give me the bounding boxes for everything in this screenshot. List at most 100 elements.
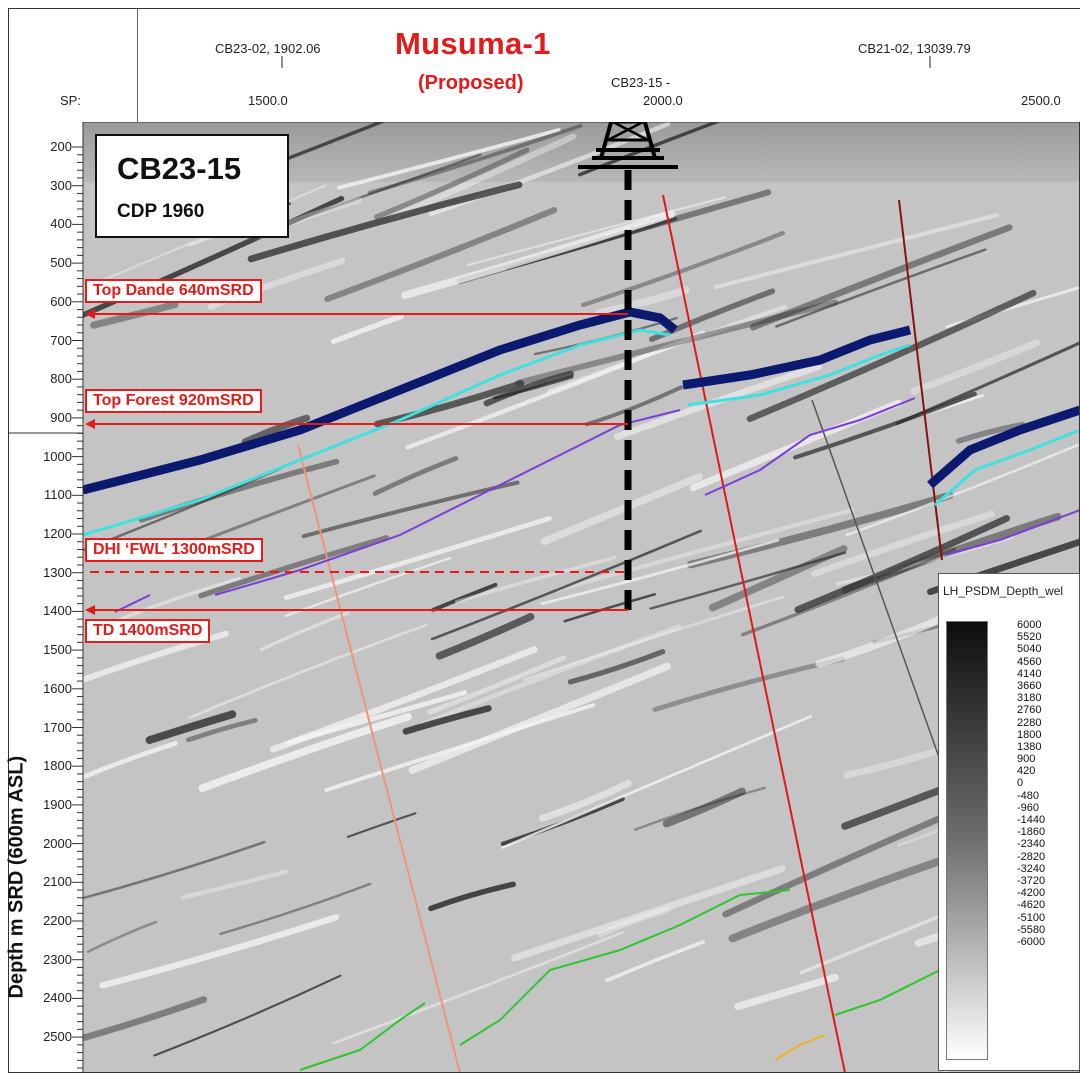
legend-value: 3180 <box>1017 692 1042 705</box>
seismic-reflector <box>374 380 525 428</box>
legend-value: -2820 <box>1017 850 1046 863</box>
header-divider <box>137 9 138 122</box>
legend-value: 0 <box>1017 777 1024 790</box>
depth-tick-marks <box>72 146 83 1069</box>
depth-tick-label: 2300 <box>43 951 72 967</box>
seismic-reflectors <box>83 122 1080 1072</box>
seismic-reflector <box>284 556 452 618</box>
seismic-reflector <box>649 551 847 610</box>
depth-tick-label: 1800 <box>43 758 72 774</box>
seismic-reflector <box>428 881 517 912</box>
seismic-reflector <box>83 195 345 318</box>
seismic-reflector <box>811 510 996 577</box>
seismic-reflector <box>367 123 583 195</box>
seismic-reflector <box>153 974 342 1057</box>
seismic-reflector <box>270 646 538 753</box>
well-ref-cb21-02: CB21-02, 13039.79 <box>858 41 971 56</box>
seismic-reflector <box>910 339 1040 395</box>
legend-value: -1860 <box>1017 826 1046 839</box>
seismic-reflector <box>708 545 848 612</box>
fault-grey <box>811 399 941 761</box>
horizon-cyan-mid <box>687 343 911 407</box>
seismic-reflector <box>99 914 340 989</box>
legend-value: -3720 <box>1017 874 1046 887</box>
depth-tick-label: 1300 <box>43 564 72 580</box>
seismic-reflector <box>741 547 956 637</box>
seismic-reflector <box>389 133 577 221</box>
seismic-reflector <box>584 385 684 427</box>
seismic-reflector <box>540 473 704 546</box>
seismic-reflector <box>419 624 682 728</box>
seismic-reflector <box>501 715 813 849</box>
horizon-label-top-dande: Top Dande 640mSRD <box>85 279 262 303</box>
seismic-reflector <box>594 286 690 317</box>
seismic-reflector <box>749 224 1013 331</box>
fault-red-main <box>662 194 846 1073</box>
seismic-reflector <box>427 655 567 715</box>
legend-value: 6000 <box>1017 619 1042 631</box>
fault-darkred <box>898 199 943 561</box>
seismic-reflector <box>83 741 178 780</box>
legend-value: -3240 <box>1017 862 1046 875</box>
seismic-reflector <box>331 930 625 1045</box>
fault-salmon <box>297 444 461 1073</box>
horizon-green-left <box>299 1002 426 1071</box>
depth-tick-label: 400 <box>50 216 72 232</box>
header-band <box>9 9 1080 122</box>
seismic-reflector <box>405 330 706 450</box>
depth-tick-label: 1500 <box>43 642 72 658</box>
depth-tick-label: 1400 <box>43 603 72 619</box>
seismic-image <box>83 122 1080 1073</box>
depth-tick-label: 1000 <box>43 448 72 464</box>
depth-tick-label: 2400 <box>43 990 72 1006</box>
legend-value: 5040 <box>1017 643 1042 656</box>
seismic-reflector <box>746 289 1037 422</box>
seismic-reflector <box>955 421 1026 444</box>
seismic-reflector <box>283 516 552 601</box>
seismic-reflector <box>581 231 785 308</box>
horizon-arrow-td <box>85 605 628 615</box>
horizon-label-fwl: DHI ‘FWL’ 1300mSRD <box>85 538 263 562</box>
legend-value: -4200 <box>1017 887 1046 900</box>
seismic-reflector <box>775 248 987 328</box>
horizon-arrow-top-dande <box>85 309 628 319</box>
seismic-reflector <box>454 555 617 604</box>
horizon-cyan-right <box>934 428 1080 507</box>
seismic-reflector <box>563 593 656 623</box>
legend-value: 4560 <box>1017 655 1042 668</box>
figure-title: Musuma-1 <box>395 26 551 61</box>
depth-tick-label: 500 <box>50 255 72 271</box>
well-ref-cb23-15: CB23-15 - <box>611 75 671 90</box>
depth-tick-label: 1700 <box>43 719 72 735</box>
seismic-reflector <box>515 299 839 386</box>
seismic-reflector <box>815 613 949 668</box>
seismic-reflector <box>467 196 726 266</box>
horizon-orange <box>774 1034 826 1061</box>
seismic-reflector <box>408 662 672 774</box>
depth-tick-label: 1200 <box>43 526 72 541</box>
seismic-reflector <box>372 456 459 496</box>
legend-value: -480 <box>1017 789 1040 802</box>
seismic-reflector <box>895 341 1080 426</box>
seismic-reflector <box>431 582 498 612</box>
seismic-reflector <box>597 906 671 938</box>
legend-value: 900 <box>1017 753 1036 766</box>
legend-value: -5100 <box>1017 911 1046 924</box>
seismic-reflector <box>567 649 666 685</box>
seismic-reflector <box>435 612 535 660</box>
legend-value: 2280 <box>1017 716 1042 729</box>
seismic-reflector <box>835 535 1014 586</box>
seismic-reflector <box>86 920 158 953</box>
seismic-reflector <box>555 507 855 592</box>
depth-tick-label: 1600 <box>43 680 72 696</box>
seismic-reflector <box>793 391 977 460</box>
seismic-reflector <box>180 869 288 900</box>
legend-value: 4140 <box>1017 667 1042 680</box>
legend-value: 5520 <box>1017 631 1042 644</box>
legend-values: 6000 5520 5040 4560 4140 3660 3180 2760 2280 1800… <box>1017 619 1045 948</box>
depth-tick-label: 600 <box>50 293 72 309</box>
seismic-reflector <box>324 703 596 793</box>
horizon-green-right <box>834 969 941 1016</box>
seismic-reflector <box>336 128 561 190</box>
